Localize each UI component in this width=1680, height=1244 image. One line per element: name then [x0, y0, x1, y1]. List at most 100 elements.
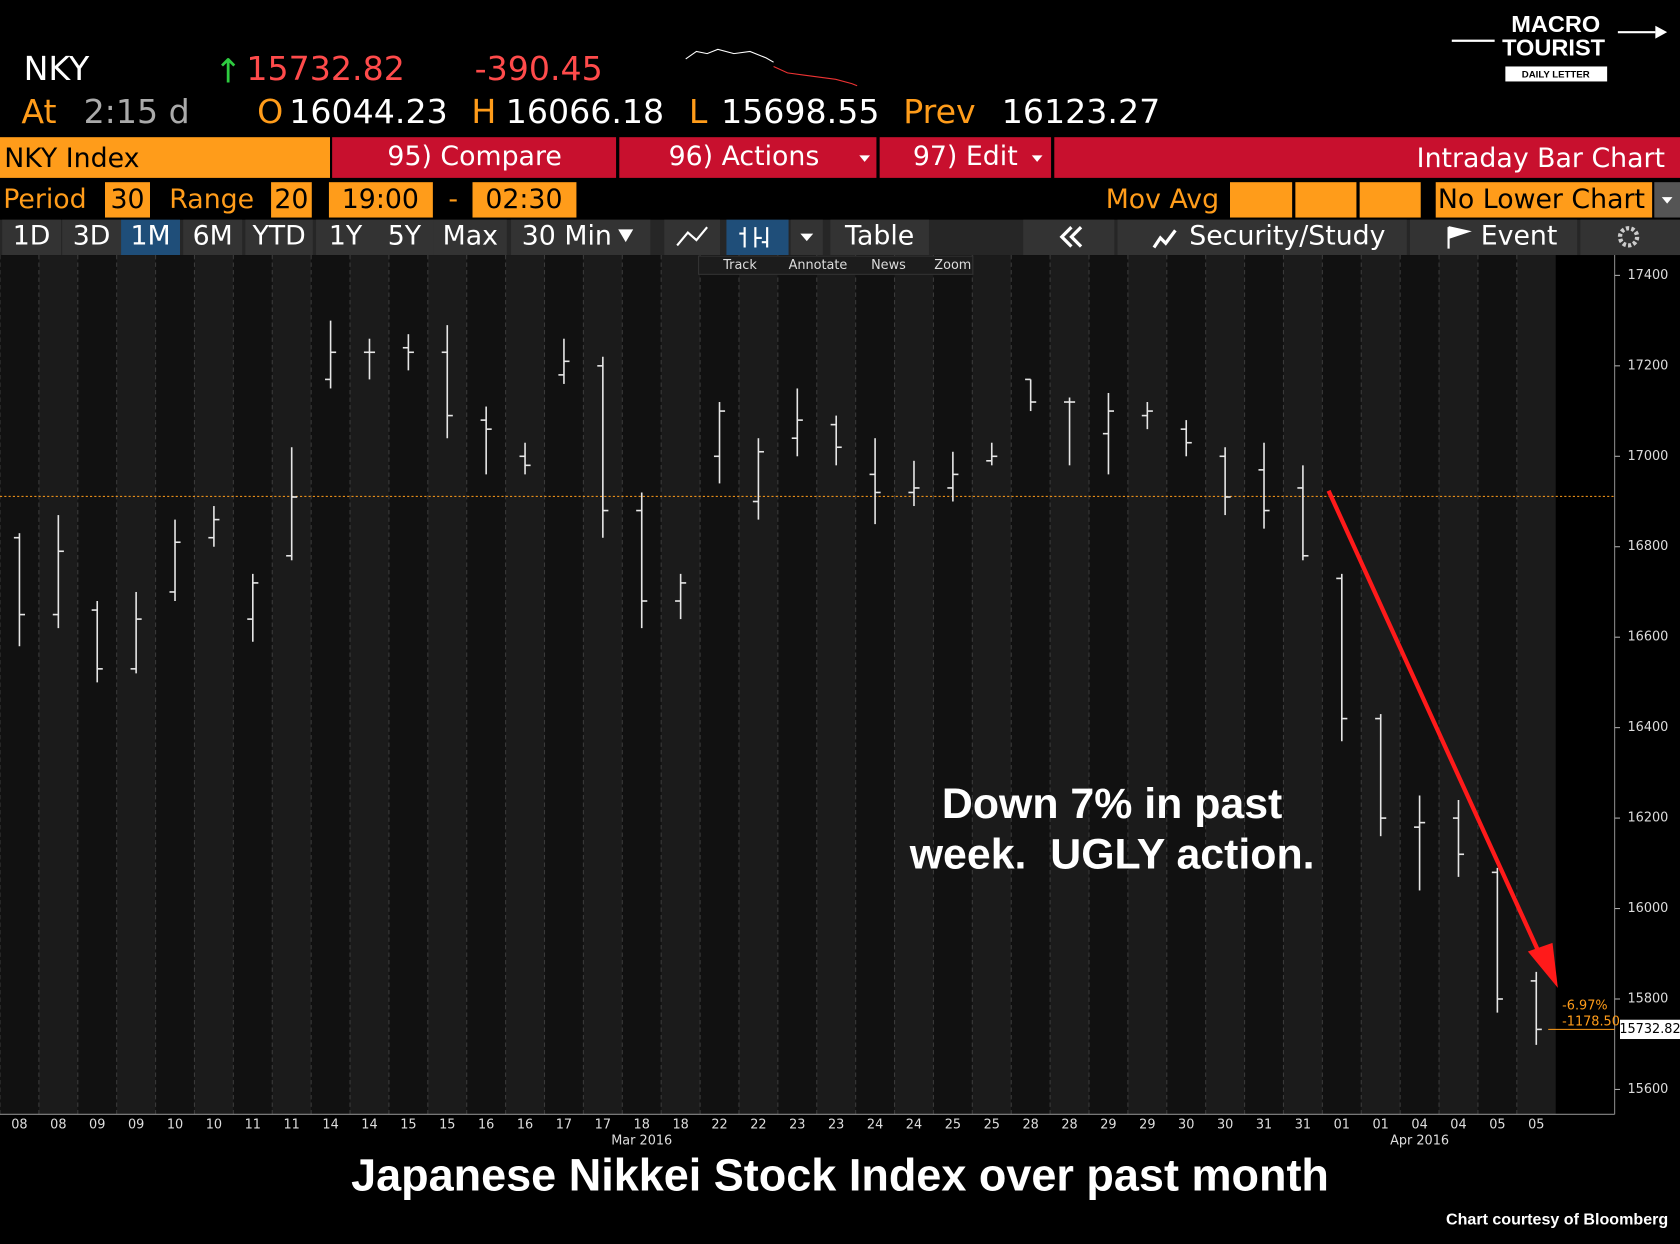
button[interactable] [1580, 219, 1680, 256]
chart-tools: Track Annotate News Zoom [698, 255, 974, 275]
x-tick-label: 28 [1022, 1118, 1038, 1133]
dropdown[interactable] [1435, 182, 1653, 218]
dropdown-icon [1661, 197, 1673, 204]
input[interactable] [328, 182, 433, 218]
session-band [777, 255, 817, 1115]
tool-label[interactable]: Track [722, 258, 757, 273]
session-band [622, 255, 662, 1115]
session-band [1205, 255, 1245, 1115]
x-tick-label: 14 [322, 1118, 338, 1133]
x-tick-label: 10 [206, 1118, 222, 1133]
button[interactable] [332, 137, 617, 178]
security-study: Security/Study [1189, 220, 1385, 251]
tool-label[interactable]: Annotate [789, 258, 848, 273]
tool-label[interactable]: Zoom [934, 258, 971, 273]
x-tick-label: 24 [867, 1118, 883, 1133]
y-tick-label: 15600 [1628, 1082, 1669, 1097]
x-tick-label: 16 [517, 1118, 533, 1133]
range-button[interactable] [183, 219, 243, 256]
input-value: 19:00 [342, 184, 419, 215]
x-tick-label: 29 [1100, 1118, 1116, 1133]
x-tick-label: 23 [789, 1118, 805, 1133]
x-tick-label: 30 [1178, 1118, 1194, 1133]
x-tick-label: 05 [1489, 1118, 1505, 1133]
session-band [855, 255, 895, 1115]
session-band [388, 255, 428, 1115]
input-value: 30 [110, 184, 144, 215]
input[interactable] [1295, 182, 1357, 218]
session-band [738, 255, 778, 1115]
last-price-box [1620, 1019, 1680, 1040]
x-tick-label: 09 [128, 1118, 144, 1133]
session-band [311, 255, 351, 1115]
button[interactable] [1023, 219, 1115, 256]
dropdown-icon [859, 155, 870, 162]
range-button[interactable] [62, 219, 122, 256]
time: 2:15 d [84, 92, 190, 131]
button[interactable] [830, 219, 929, 256]
session-band [466, 255, 506, 1115]
bar-icon [739, 227, 769, 248]
tool-label[interactable]: News [871, 258, 906, 273]
session-band [1244, 255, 1284, 1115]
range-button[interactable] [433, 219, 507, 256]
change-pct: -6.97% [1562, 998, 1607, 1013]
x-tick-label: 29 [1139, 1118, 1155, 1133]
x-tick-label: 31 [1295, 1118, 1311, 1133]
caption: Japanese Nikkei Stock Index over past mo… [351, 1149, 1329, 1200]
range-button[interactable] [316, 219, 375, 256]
sparkline [773, 65, 858, 87]
button[interactable] [879, 137, 1052, 178]
x-tick-label: 22 [711, 1118, 727, 1133]
input[interactable] [1230, 182, 1293, 218]
logo-text: DAILY LETTER [1522, 70, 1590, 81]
month-label: Apr 2016 [1390, 1134, 1449, 1149]
session-band [0, 255, 39, 1115]
dropdown-icon [618, 229, 634, 243]
dropdown-icon [1031, 155, 1043, 162]
low-value: 15698.55 [721, 92, 879, 131]
logo: MACRO TOURIST DAILY LETTER [1451, 11, 1668, 82]
interval: 30 Min [522, 220, 612, 251]
range-button[interactable] [245, 219, 313, 256]
range-button[interactable] [375, 219, 434, 256]
last-price: 15732.82 [246, 49, 404, 88]
x-tick-label: 15 [439, 1118, 455, 1133]
button[interactable] [619, 137, 877, 178]
x-tick-label: 08 [50, 1118, 66, 1133]
sparkline [685, 48, 774, 63]
session-band [272, 255, 312, 1115]
button[interactable] [1410, 219, 1578, 256]
range-button[interactable] [2, 219, 62, 256]
input-value: 20 [274, 184, 308, 215]
x-tick-label: 16 [478, 1118, 494, 1133]
y-tick-label: 16000 [1628, 901, 1669, 916]
session-band [1127, 255, 1167, 1115]
y-tick-label: 16200 [1628, 811, 1669, 826]
button-label: 95) Compare [387, 141, 561, 172]
x-tick-label: 25 [945, 1118, 961, 1133]
security-box[interactable] [0, 137, 330, 178]
x-tick-label: 05 [1528, 1118, 1544, 1133]
last-price: 15732.82 [1619, 1022, 1680, 1037]
session-band [972, 255, 1012, 1115]
input[interactable] [472, 182, 577, 218]
range-label: 5Y [388, 220, 422, 251]
logo-badge [1505, 66, 1608, 82]
button[interactable] [1117, 219, 1407, 256]
high-value: 16066.18 [506, 92, 664, 131]
y-tick-label: 17200 [1628, 358, 1669, 373]
input[interactable] [1359, 182, 1421, 218]
input[interactable] [271, 182, 312, 218]
title-bar [1054, 137, 1680, 178]
y-tick-label: 16400 [1628, 720, 1669, 735]
session-band [700, 255, 739, 1115]
logo-text: MACRO [1511, 11, 1600, 37]
range-button[interactable] [121, 219, 180, 256]
range-label: 3D [73, 220, 111, 251]
session-band [1089, 255, 1128, 1115]
y-tick-label: 16800 [1628, 539, 1669, 554]
session-band [1166, 255, 1206, 1115]
input[interactable] [105, 182, 150, 218]
